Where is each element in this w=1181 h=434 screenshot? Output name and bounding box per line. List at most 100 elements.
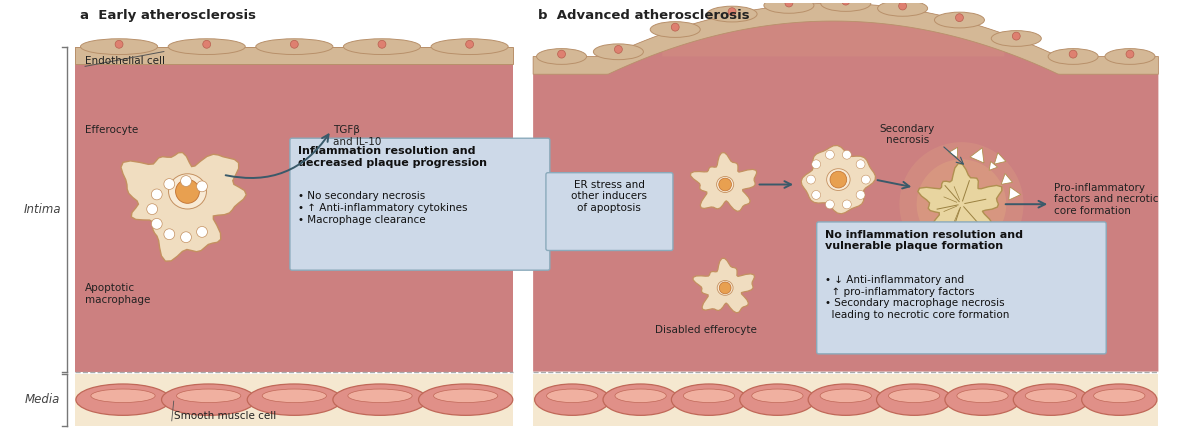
Ellipse shape: [707, 6, 757, 22]
Circle shape: [671, 23, 679, 31]
Ellipse shape: [671, 384, 746, 415]
Circle shape: [151, 218, 162, 229]
Circle shape: [719, 178, 731, 191]
Polygon shape: [801, 145, 875, 214]
Polygon shape: [691, 153, 757, 211]
Circle shape: [807, 175, 815, 184]
Text: b  Advanced atherosclerosis: b Advanced atherosclerosis: [539, 9, 750, 22]
Ellipse shape: [957, 389, 1009, 403]
Text: Smooth muscle cell: Smooth muscle cell: [174, 411, 276, 421]
Ellipse shape: [168, 39, 246, 55]
Ellipse shape: [1094, 389, 1144, 403]
Circle shape: [826, 150, 834, 159]
Circle shape: [856, 191, 864, 199]
Circle shape: [729, 8, 736, 16]
Circle shape: [181, 232, 191, 243]
Circle shape: [378, 40, 386, 48]
Ellipse shape: [934, 12, 985, 28]
Ellipse shape: [593, 44, 644, 59]
Text: TGFβ
and IL-10: TGFβ and IL-10: [333, 125, 381, 147]
Circle shape: [1012, 32, 1020, 40]
Text: Pro-inflammatory
factors and necrotic
core formation: Pro-inflammatory factors and necrotic co…: [1053, 183, 1159, 216]
Ellipse shape: [752, 389, 803, 403]
Circle shape: [196, 181, 208, 192]
Text: Inflammation resolution and
decreased plaque progression: Inflammation resolution and decreased pl…: [298, 146, 487, 168]
Ellipse shape: [877, 0, 927, 16]
Ellipse shape: [808, 384, 883, 415]
Bar: [76, 46, 514, 372]
Ellipse shape: [764, 0, 814, 13]
Text: Intima: Intima: [24, 203, 61, 216]
Circle shape: [196, 227, 208, 237]
Circle shape: [842, 150, 852, 159]
Circle shape: [856, 160, 864, 169]
Ellipse shape: [418, 384, 513, 415]
Ellipse shape: [433, 389, 498, 403]
Circle shape: [842, 0, 849, 5]
Text: No inflammation resolution and
vulnerable plaque formation: No inflammation resolution and vulnerabl…: [824, 230, 1023, 251]
Ellipse shape: [162, 384, 256, 415]
Circle shape: [151, 189, 162, 200]
Bar: [76, 46, 514, 64]
Ellipse shape: [247, 384, 341, 415]
Circle shape: [176, 180, 200, 203]
Ellipse shape: [344, 39, 420, 55]
Ellipse shape: [1048, 49, 1098, 64]
Circle shape: [115, 40, 123, 48]
Ellipse shape: [76, 384, 170, 415]
Text: Secondary
necrosis: Secondary necrosis: [880, 124, 935, 145]
Ellipse shape: [176, 389, 241, 403]
Circle shape: [830, 171, 847, 188]
Ellipse shape: [651, 22, 700, 37]
Ellipse shape: [431, 39, 508, 55]
Circle shape: [900, 142, 1024, 266]
Text: Media: Media: [25, 393, 60, 406]
Polygon shape: [533, 3, 1159, 74]
Circle shape: [899, 2, 907, 10]
Circle shape: [1069, 50, 1077, 58]
Text: • No secondary necrosis
• ↑ Anti-inflammatory cytokines
• Macrophage clearance: • No secondary necrosis • ↑ Anti-inflamm…: [298, 191, 468, 225]
Text: • ↓ Anti-inflammatory and
  ↑ pro-inflammatory factors
• Secondary macrophage ne: • ↓ Anti-inflammatory and ↑ pro-inflamma…: [824, 275, 1009, 320]
Ellipse shape: [256, 39, 333, 55]
Circle shape: [955, 14, 964, 22]
Ellipse shape: [820, 389, 872, 403]
Ellipse shape: [739, 384, 815, 415]
Ellipse shape: [547, 389, 598, 403]
Ellipse shape: [945, 384, 1020, 415]
Polygon shape: [693, 258, 755, 313]
Ellipse shape: [827, 169, 850, 191]
FancyBboxPatch shape: [289, 138, 550, 270]
Ellipse shape: [615, 389, 666, 403]
Text: Efferocyte: Efferocyte: [85, 125, 138, 135]
Circle shape: [164, 179, 175, 190]
Ellipse shape: [876, 384, 952, 415]
Circle shape: [916, 159, 1006, 249]
Circle shape: [1125, 50, 1134, 58]
FancyBboxPatch shape: [546, 173, 673, 250]
Ellipse shape: [169, 174, 207, 209]
Ellipse shape: [991, 31, 1042, 46]
Ellipse shape: [91, 389, 155, 403]
FancyBboxPatch shape: [817, 222, 1107, 354]
Text: Disabled efferocyte: Disabled efferocyte: [654, 326, 756, 335]
Ellipse shape: [717, 280, 733, 295]
Polygon shape: [918, 164, 1001, 238]
Bar: [76, 374, 514, 426]
Ellipse shape: [821, 0, 870, 11]
Ellipse shape: [262, 389, 326, 403]
Circle shape: [811, 160, 821, 169]
Polygon shape: [120, 152, 247, 261]
Circle shape: [719, 282, 731, 294]
Ellipse shape: [1105, 49, 1155, 64]
Circle shape: [557, 50, 566, 58]
Ellipse shape: [333, 384, 428, 415]
Ellipse shape: [717, 177, 733, 193]
Ellipse shape: [603, 384, 678, 415]
Text: Endothelial cell: Endothelial cell: [85, 56, 165, 66]
Polygon shape: [533, 3, 1159, 372]
Text: a  Early atherosclerosis: a Early atherosclerosis: [80, 9, 256, 22]
Circle shape: [181, 176, 191, 187]
Circle shape: [785, 0, 792, 7]
Circle shape: [146, 204, 157, 214]
Circle shape: [164, 229, 175, 240]
